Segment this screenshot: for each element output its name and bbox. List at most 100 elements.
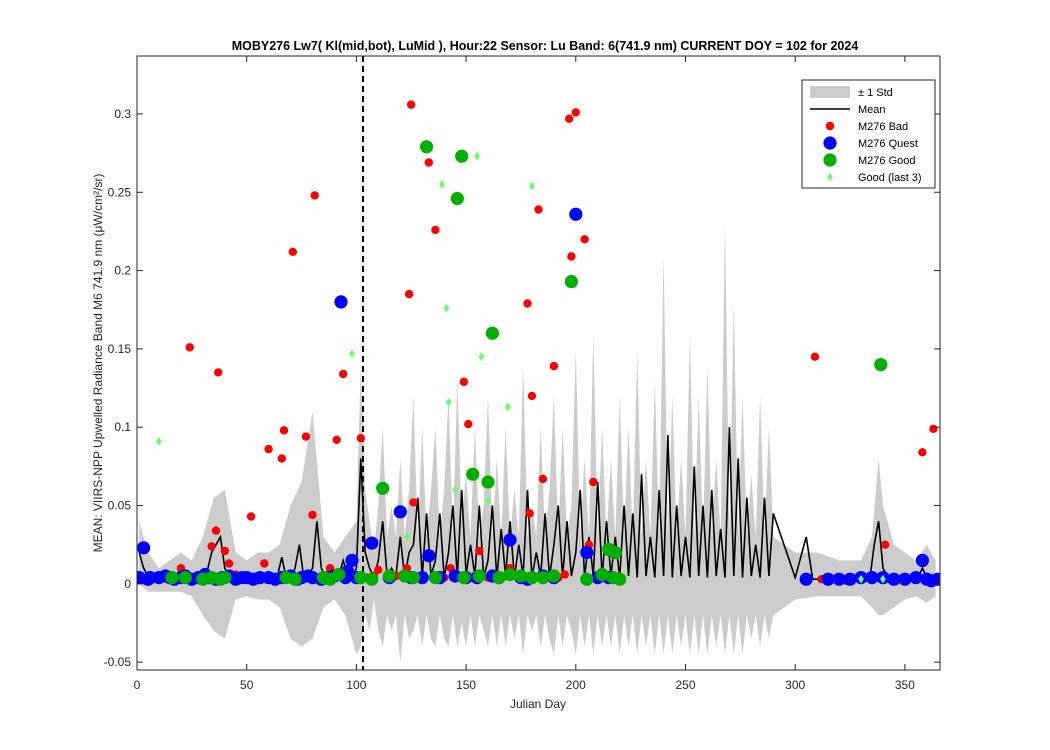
point-bad	[424, 158, 433, 167]
plot-area	[136, 55, 941, 671]
point-bad	[459, 377, 469, 386]
point-bad	[549, 361, 559, 371]
point-bad	[214, 368, 223, 377]
point-good-last3	[858, 574, 864, 584]
point-quest	[915, 553, 930, 568]
point-good	[406, 571, 420, 585]
point-bad	[571, 108, 580, 117]
point-bad	[464, 419, 473, 429]
point-bad	[288, 247, 297, 256]
point-bad	[475, 546, 484, 556]
point-good	[580, 572, 594, 586]
point-quest	[865, 571, 879, 585]
point-quest	[137, 541, 151, 555]
x-tick-label: 350	[895, 678, 915, 692]
point-good	[450, 191, 464, 206]
x-tick-label: 0	[134, 678, 141, 692]
point-bad	[224, 559, 234, 568]
legend-swatch-good-last3	[827, 172, 833, 182]
point-bad	[431, 225, 440, 235]
point-good-last3	[474, 151, 480, 161]
point-good	[481, 475, 495, 489]
x-tick-label: 300	[785, 678, 805, 692]
point-bad	[207, 542, 216, 551]
point-bad	[523, 299, 532, 308]
std-band	[139, 223, 936, 663]
point-good	[428, 571, 442, 585]
point-bad	[525, 509, 534, 518]
point-quest	[365, 536, 379, 550]
point-quest	[799, 572, 813, 586]
point-good	[613, 572, 627, 586]
point-quest	[832, 572, 846, 586]
point-bad	[260, 559, 269, 568]
legend-label: M276 Bad	[858, 121, 908, 133]
point-bad	[339, 369, 348, 379]
legend-label: ± 1 Std	[858, 87, 893, 99]
point-good-last3	[439, 180, 445, 189]
point-bad	[310, 191, 319, 200]
legend-label: Mean	[858, 104, 886, 116]
legend-swatch-quest	[823, 136, 837, 150]
point-bad	[407, 100, 416, 109]
point-bad	[277, 454, 286, 463]
point-good	[547, 569, 561, 583]
point-good-last3	[478, 352, 485, 362]
point-good	[365, 572, 379, 586]
point-bad	[918, 448, 927, 457]
y-tick-label: 0.3	[114, 107, 131, 121]
y-tick-label: 0.15	[108, 342, 132, 356]
point-quest	[345, 553, 359, 568]
point-quest	[422, 549, 436, 563]
point-bad	[246, 512, 256, 521]
point-good	[354, 571, 368, 585]
point-good	[503, 567, 517, 582]
legend-swatch-good	[823, 153, 837, 167]
point-quest	[580, 545, 594, 560]
point-quest	[898, 572, 912, 586]
point-bad	[332, 435, 341, 444]
point-good	[595, 567, 609, 582]
y-tick-label: 0.1	[114, 420, 131, 434]
y-tick-label: -0.05	[104, 655, 132, 669]
x-axis-label: Julian Day	[510, 697, 566, 711]
point-good-last3	[485, 496, 491, 506]
point-quest	[931, 572, 940, 586]
x-tick-label: 50	[240, 678, 254, 692]
point-bad	[881, 540, 890, 549]
point-good	[455, 149, 469, 163]
point-bad	[810, 352, 820, 361]
legend-label: Good (last 3)	[858, 172, 922, 184]
point-good	[564, 275, 579, 289]
legend: ± 1 Std Mean M276 Bad M276 Quest M276 Good Go…	[801, 79, 936, 189]
point-good	[874, 358, 888, 372]
y-tick-label: 0.25	[108, 185, 132, 199]
point-bad	[301, 432, 311, 441]
point-good	[514, 569, 528, 583]
point-quest	[503, 533, 517, 547]
legend-swatch-std	[810, 86, 850, 98]
point-quest	[821, 572, 835, 586]
x-tick-label: 200	[566, 678, 586, 692]
point-good	[165, 571, 179, 585]
point-bad	[929, 424, 938, 433]
point-good	[382, 569, 396, 583]
point-good-last3	[156, 436, 162, 446]
point-good-last3	[880, 574, 886, 584]
point-good	[457, 571, 471, 585]
point-quest	[334, 295, 348, 309]
point-bad	[567, 252, 576, 261]
point-bad	[589, 477, 598, 487]
point-bad	[538, 474, 548, 484]
point-good	[608, 545, 622, 560]
point-good	[332, 567, 346, 582]
point-good-last3	[445, 397, 452, 407]
point-bad	[534, 205, 543, 214]
point-quest	[393, 505, 407, 519]
point-bad	[279, 426, 289, 435]
legend-label: M276 Good	[858, 155, 915, 167]
point-good-last3	[529, 181, 535, 191]
point-good	[420, 140, 434, 154]
legend-swatch-bad	[825, 121, 835, 131]
